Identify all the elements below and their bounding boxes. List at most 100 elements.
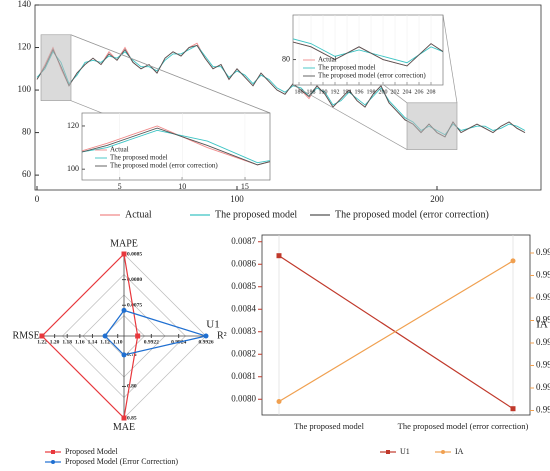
legend-label: The proposed model (215, 209, 297, 220)
y2-tick-label: 0.9926 (536, 247, 550, 257)
marker (121, 251, 127, 257)
inset-x-tick-label: 186 (295, 89, 304, 95)
y2-tick-label: 0.9912 (536, 405, 550, 415)
inset-x-tick-label: 200 (379, 89, 388, 95)
zoom-connector (292, 84, 408, 150)
radar-tick-label: 1.14 (88, 339, 98, 345)
y-tick-label: 0.0085 (231, 281, 256, 291)
marker (135, 333, 141, 339)
y-tick-label: 0.0087 (231, 236, 256, 246)
x-tick-label: 200 (430, 194, 444, 204)
radar-axis-title: MAPE (110, 238, 138, 249)
x-tick-label: The proposed model (error correction) (397, 421, 529, 431)
inset-y-tick-label: 80 (282, 54, 290, 63)
series-line (293, 41, 443, 67)
series-line (278, 260, 514, 403)
x-label-box: The proposed model (294, 421, 364, 431)
radar-series (104, 309, 209, 356)
radar-tick-label: 0.85 (127, 415, 137, 421)
y2-tick-label: 0.9918 (536, 337, 550, 347)
marker (51, 460, 55, 464)
marker (276, 253, 282, 259)
inset-legend-label: The proposed model (error correction) (110, 162, 218, 170)
legend-label: Proposed Model (65, 447, 118, 456)
inset-legend-label: Actual (110, 146, 129, 154)
radar-axis-title: MAE (113, 422, 135, 433)
inset-legend-label: The proposed model (110, 154, 168, 162)
inset-x-tick-label: 202 (391, 89, 400, 95)
series-line (278, 255, 514, 410)
plot-frame (34, 4, 542, 191)
inset-x-tick-label: 188 (307, 89, 316, 95)
marker (121, 352, 127, 358)
y-tick-label: 0.0081 (231, 371, 256, 381)
inset-legend-label: The proposed model (318, 64, 376, 72)
zoom-region (40, 34, 72, 101)
inset-x-tick-label: 206 (415, 89, 424, 95)
inset-x-tick-label: 208 (427, 89, 436, 95)
marker (102, 333, 108, 339)
series-line (293, 41, 443, 67)
y-tick-label: 120 (18, 42, 32, 52)
y-tick-label: 140 (18, 0, 32, 9)
y-axis-title: U1 (206, 319, 219, 331)
radar-tick-label: 1.10 (113, 339, 123, 345)
x-label-box: The proposed model (error correction) (397, 421, 529, 431)
inset-legend-label: The proposed model (error correction) (318, 72, 426, 80)
x-tick-label: The proposed model (294, 421, 364, 431)
inset-frame (81, 112, 271, 181)
radar-axis-title: R² (217, 330, 227, 341)
inset-frame (292, 14, 444, 86)
y-tick-label: 0.0082 (231, 348, 256, 358)
inset-x-tick-label: 194 (343, 89, 352, 95)
inset-x-tick-label: 190 (319, 89, 328, 95)
radar-tick-label: 1.12 (100, 339, 110, 345)
plot-frame (261, 234, 531, 416)
y2-axis-title: IA (536, 319, 548, 331)
radar-tick-label: 0.0085 (127, 251, 142, 257)
radar-tick-label: 0.80 (127, 384, 137, 390)
y2-tick-label: 0.9914 (536, 382, 550, 392)
marker (510, 258, 516, 264)
zoom-region (406, 102, 458, 150)
inset-y-tick-label: 120 (67, 121, 79, 130)
inset-x-tick-label: 196 (355, 89, 364, 95)
marker (276, 399, 282, 404)
radar-tick-label: 0.75 (127, 352, 137, 358)
y-tick-label: 100 (18, 84, 32, 94)
y2-tick-label: 0.9922 (536, 292, 550, 302)
zoom-connector (70, 34, 271, 114)
radar-tick-label: 0.9926 (198, 339, 213, 345)
marker (203, 333, 209, 339)
x-tick-label: 100 (230, 194, 244, 204)
inset-y-tick-label: 100 (67, 164, 79, 173)
y-tick-label: 0.0083 (231, 326, 256, 336)
y-tick-label: 60 (22, 169, 32, 179)
inset-x-tick-label: 5 (118, 182, 122, 191)
zoom-connector (442, 14, 458, 103)
legend-label: U1 (400, 447, 410, 456)
inset-x-tick-label: 192 (331, 89, 340, 95)
y-tick-label: 0.0080 (231, 393, 256, 403)
series-line (293, 38, 443, 64)
legend-label: IA (455, 447, 464, 456)
y-tick-label: 0.0084 (231, 303, 256, 313)
legend-label: Actual (125, 209, 152, 220)
radar-tick-label: 0.0075 (127, 303, 142, 309)
y2-tick-label: 0.9924 (536, 270, 550, 280)
radar-axis-title: RMSE (13, 330, 40, 341)
legend-label: Proposed Model (Error Correction) (65, 457, 178, 466)
inset-x-tick-label: 10 (178, 182, 186, 191)
marker (121, 415, 127, 421)
marker (51, 450, 55, 454)
radar-tick-label: 1.16 (75, 339, 85, 345)
y-tick-label: 0.0086 (231, 258, 256, 268)
radar-tick-label: 0.9922 (144, 339, 159, 345)
x-tick-label: 0 (35, 194, 40, 204)
y2-tick-label: 0.9916 (536, 360, 550, 370)
y2-tick-label: 0.9920 (536, 315, 550, 325)
radar-tick-label: 1.20 (50, 339, 60, 345)
radar-tick-label: 1.22 (37, 339, 47, 345)
